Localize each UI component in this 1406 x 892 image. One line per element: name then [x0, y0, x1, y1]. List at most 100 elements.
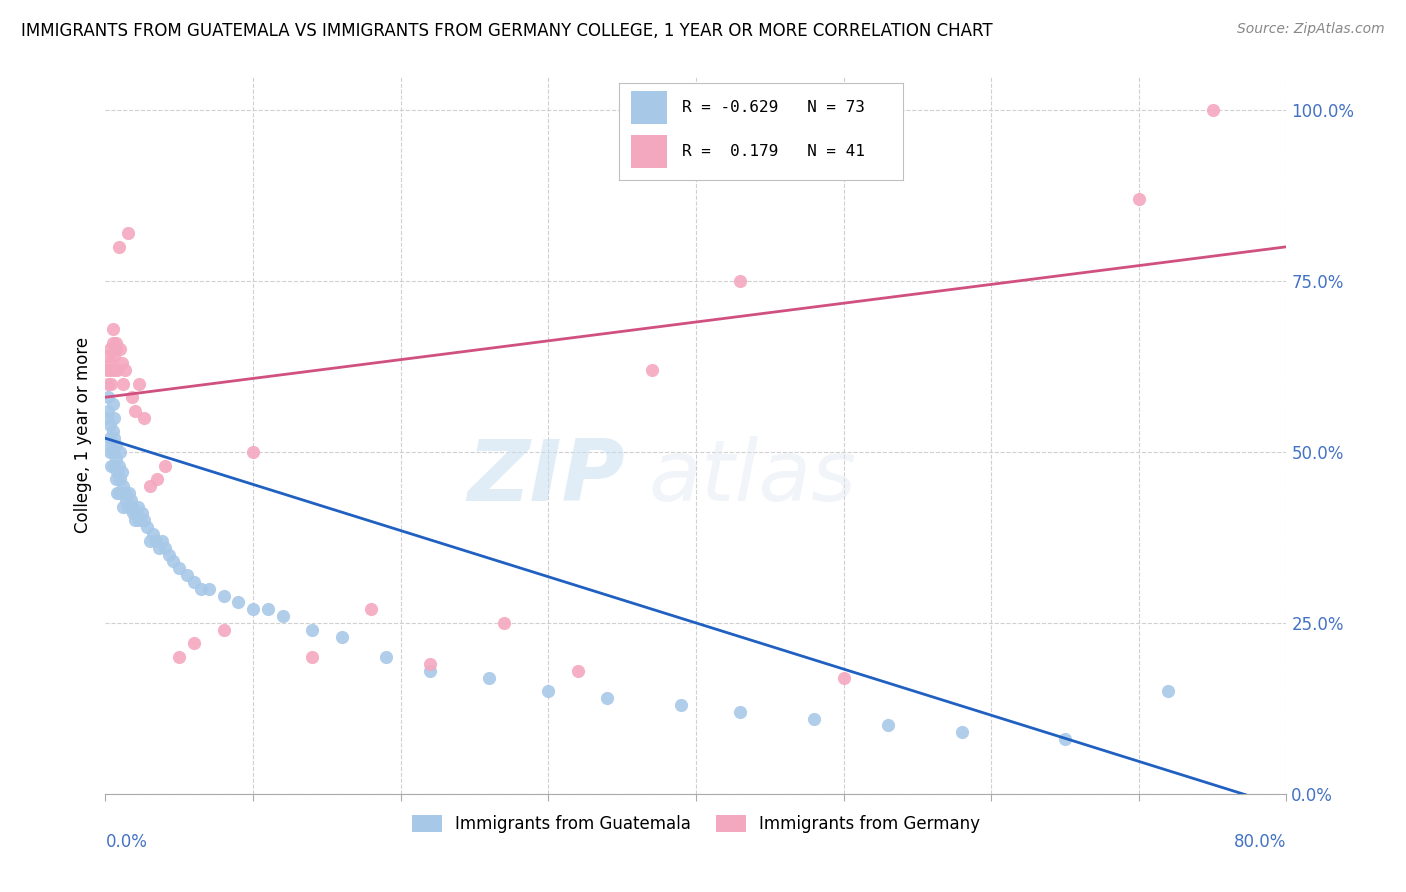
Point	[153, 458, 176, 473]
Point	[271, 609, 294, 624]
Point	[671, 698, 693, 712]
Point	[97, 404, 120, 418]
Point	[104, 472, 127, 486]
Point	[212, 623, 235, 637]
Point	[301, 650, 323, 665]
Point	[101, 425, 124, 439]
Point	[190, 582, 212, 596]
Point	[112, 479, 135, 493]
Text: IMMIGRANTS FROM GUATEMALA VS IMMIGRANTS FROM GERMANY COLLEGE, 1 YEAR OR MORE COR: IMMIGRANTS FROM GUATEMALA VS IMMIGRANTS …	[21, 22, 993, 40]
Point	[128, 376, 150, 391]
Point	[138, 479, 162, 493]
Point	[101, 397, 124, 411]
Point	[138, 533, 162, 548]
Point	[148, 541, 170, 555]
Point	[103, 431, 125, 445]
Point	[641, 363, 664, 377]
Point	[478, 671, 501, 685]
Point	[105, 486, 128, 500]
Point	[128, 513, 150, 527]
Point	[104, 343, 127, 357]
Point	[169, 650, 191, 665]
Point	[228, 595, 250, 609]
Point	[419, 664, 441, 678]
Point	[96, 363, 118, 377]
Point	[1157, 684, 1180, 698]
Point	[103, 458, 125, 473]
Point	[567, 664, 589, 678]
Text: 80.0%: 80.0%	[1234, 833, 1286, 851]
Point	[111, 486, 134, 500]
Point	[100, 438, 122, 452]
Point	[330, 630, 353, 644]
Point	[537, 684, 560, 698]
Point	[97, 349, 120, 363]
Point	[596, 691, 619, 706]
Point	[132, 410, 155, 425]
Point	[104, 438, 127, 452]
Point	[98, 363, 121, 377]
Point	[183, 636, 205, 650]
Point	[730, 705, 752, 719]
Point	[114, 486, 136, 500]
Point	[950, 725, 973, 739]
Text: atlas: atlas	[648, 436, 856, 519]
Point	[101, 445, 124, 459]
Point	[1054, 732, 1077, 747]
Point	[242, 445, 264, 459]
Point	[135, 520, 157, 534]
Point	[153, 541, 176, 555]
Point	[110, 343, 132, 357]
Point	[111, 356, 134, 370]
Point	[114, 363, 136, 377]
Point	[110, 445, 132, 459]
Point	[107, 458, 129, 473]
Point	[132, 513, 155, 527]
Point	[145, 533, 167, 548]
Legend: Immigrants from Guatemala, Immigrants from Germany: Immigrants from Guatemala, Immigrants fr…	[405, 808, 987, 839]
Point	[242, 602, 264, 616]
Point	[103, 410, 125, 425]
Point	[112, 376, 135, 391]
Point	[124, 513, 146, 527]
Point	[360, 602, 382, 616]
Point	[117, 226, 139, 240]
Point	[730, 274, 752, 288]
Point	[832, 671, 855, 685]
Point	[197, 582, 219, 596]
Point	[104, 335, 127, 350]
Point	[257, 602, 280, 616]
Point	[104, 451, 127, 466]
Point	[146, 472, 169, 486]
Point	[98, 431, 121, 445]
Point	[176, 568, 198, 582]
Y-axis label: College, 1 year or more: College, 1 year or more	[75, 337, 93, 533]
Point	[121, 500, 143, 514]
Point	[101, 322, 124, 336]
Point	[374, 650, 398, 665]
Point	[111, 466, 134, 480]
Point	[97, 390, 120, 404]
Point	[1201, 103, 1223, 117]
Point	[96, 410, 118, 425]
Point	[100, 356, 122, 370]
Point	[142, 527, 165, 541]
Point	[131, 507, 153, 521]
Point	[105, 363, 128, 377]
Point	[120, 492, 142, 507]
Point	[1128, 192, 1150, 206]
Point	[107, 486, 129, 500]
Point	[110, 472, 132, 486]
Point	[103, 363, 125, 377]
Point	[162, 554, 184, 568]
Point	[183, 574, 205, 589]
Point	[101, 335, 124, 350]
Point	[105, 466, 128, 480]
Point	[212, 589, 235, 603]
Text: ZIP: ZIP	[467, 436, 626, 519]
Point	[121, 390, 143, 404]
Point	[107, 240, 129, 254]
Point	[127, 500, 149, 514]
Point	[98, 417, 121, 432]
Point	[97, 376, 120, 391]
